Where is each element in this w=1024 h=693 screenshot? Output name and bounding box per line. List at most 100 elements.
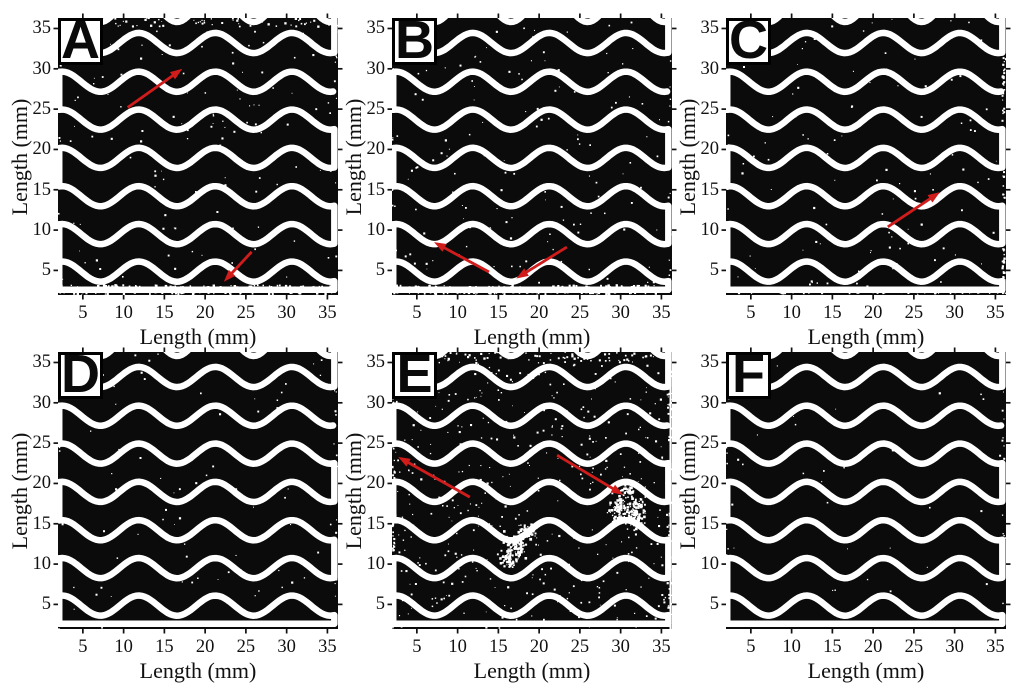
panel-E-y-tick-10: 10 bbox=[366, 554, 386, 575]
panel-A-defect-arrow-1 bbox=[126, 68, 183, 109]
panel-E-x-tick-15: 15 bbox=[489, 637, 508, 657]
panel-E-y-tick-5: 5 bbox=[375, 594, 385, 615]
panel-F-x-tick-20: 20 bbox=[863, 637, 883, 657]
panel-C-tick-marks bbox=[721, 13, 1011, 300]
panel-D-y-tick-15: 15 bbox=[32, 513, 52, 534]
panel-B-y-axis-label: Length (mm) bbox=[341, 98, 366, 215]
panel-F-tick-marks bbox=[721, 347, 1011, 634]
panel-E-x-axis-label: Length (mm) bbox=[473, 658, 591, 683]
panel-E-letter: E bbox=[396, 352, 433, 399]
panel-A-x-tick-35: 35 bbox=[318, 303, 337, 323]
panel-A-y-tick-35: 35 bbox=[32, 18, 52, 39]
panel-F-y-tick-20: 20 bbox=[700, 473, 720, 494]
panel-D-x-tick-15: 15 bbox=[155, 637, 174, 657]
panel-D-plot bbox=[53, 347, 343, 634]
panel-D-y-tick-5: 5 bbox=[41, 594, 51, 615]
panel-A-x-tick-5: 5 bbox=[78, 303, 88, 323]
panel-A-y-tick-30: 30 bbox=[32, 58, 52, 79]
panel-E-defect-arrow-1 bbox=[398, 456, 471, 499]
panel-E-plot bbox=[387, 347, 677, 634]
panel-D-y-axis-label: Length (mm) bbox=[7, 432, 32, 549]
panel-A-serpentine-trace bbox=[58, 18, 338, 294]
panel-D-content bbox=[58, 352, 338, 629]
panel-F-x-tick-5: 5 bbox=[746, 637, 756, 657]
panel-C-x-tick-10: 10 bbox=[782, 303, 801, 323]
panel-E-y-tick-35: 35 bbox=[366, 352, 386, 373]
panel-B-x-tick-20: 20 bbox=[529, 303, 549, 323]
panel-E-tick-marks bbox=[387, 347, 677, 634]
panel-A-y-tick-20: 20 bbox=[32, 139, 52, 160]
panel-C-plot bbox=[721, 13, 1011, 300]
panel-A-tick-marks bbox=[53, 13, 343, 300]
panel-B-x-tick-25: 25 bbox=[570, 303, 590, 323]
panel-B-plot bbox=[387, 13, 677, 300]
panel-B-tick-marks bbox=[387, 13, 677, 300]
panel-E-defect-arrow-2 bbox=[556, 454, 624, 495]
panel-F-y-tick-10: 10 bbox=[700, 554, 720, 575]
panel-B-x-tick-35: 35 bbox=[652, 303, 671, 323]
panel-E-x-tick-35: 35 bbox=[652, 637, 671, 657]
panel-D-y-tick-35: 35 bbox=[32, 352, 52, 373]
panel-F-y-tick-35: 35 bbox=[700, 352, 720, 373]
panel-B-y-tick-5: 5 bbox=[375, 260, 385, 281]
panel-B-defect-arrow-2 bbox=[516, 245, 568, 279]
panel-F-x-axis-label: Length (mm) bbox=[807, 658, 925, 683]
panel-F-noise bbox=[726, 356, 1006, 624]
panel-C-y-axis-label: Length (mm) bbox=[675, 98, 700, 215]
panel-B-y-tick-35: 35 bbox=[366, 18, 386, 39]
panel-A-x-tick-15: 15 bbox=[155, 303, 174, 323]
panel-E-y-tick-15: 15 bbox=[366, 513, 386, 534]
panel-C-x-tick-35: 35 bbox=[986, 303, 1005, 323]
panel-C-x-tick-20: 20 bbox=[863, 303, 883, 323]
panel-B-letter: B bbox=[395, 18, 434, 65]
panel-B-letter-box: B bbox=[392, 18, 437, 65]
panel-E-x-tick-25: 25 bbox=[570, 637, 590, 657]
panel-D-x-tick-5: 5 bbox=[78, 637, 88, 657]
panel-E-y-axis-label: Length (mm) bbox=[341, 432, 366, 549]
panel-B-content bbox=[392, 18, 672, 295]
panel-C-defect-arrow-1 bbox=[887, 192, 940, 229]
panel-F-serpentine-trace bbox=[726, 352, 1006, 628]
panel-E-letter-box: E bbox=[392, 352, 437, 399]
panel-C-serpentine-trace bbox=[726, 18, 1006, 294]
panel-C-letter: C bbox=[729, 18, 768, 65]
panel-A-plot bbox=[53, 13, 343, 300]
panel-D-y-tick-10: 10 bbox=[32, 554, 52, 575]
panel-B-x-axis-label: Length (mm) bbox=[473, 324, 591, 349]
panel-F-content bbox=[726, 352, 1006, 628]
panel-C-y-tick-30: 30 bbox=[700, 58, 720, 79]
panel-B-defect-arrow-1 bbox=[433, 242, 490, 274]
panel-C-y-tick-35: 35 bbox=[700, 18, 720, 39]
panel-D-x-tick-35: 35 bbox=[318, 637, 337, 657]
panel-D-tick-marks bbox=[53, 347, 343, 634]
panel-F-plot bbox=[721, 347, 1011, 634]
panel-C-y-tick-20: 20 bbox=[700, 139, 720, 160]
panel-F-x-tick-35: 35 bbox=[986, 637, 1005, 657]
panel-F-letter-box: F bbox=[726, 352, 771, 399]
panel-A-y-tick-10: 10 bbox=[32, 220, 52, 241]
panel-B-x-tick-5: 5 bbox=[412, 303, 422, 323]
panel-C-x-tick-15: 15 bbox=[823, 303, 842, 323]
panel-E-y-tick-30: 30 bbox=[366, 392, 386, 413]
panel-A-x-tick-30: 30 bbox=[277, 303, 296, 323]
panel-D-serpentine-trace bbox=[58, 352, 338, 628]
panel-E-content bbox=[392, 352, 672, 629]
panel-E-x-tick-5: 5 bbox=[412, 637, 422, 657]
panel-B-y-tick-20: 20 bbox=[366, 139, 386, 160]
panel-B-x-tick-30: 30 bbox=[611, 303, 630, 323]
panel-F-y-tick-15: 15 bbox=[700, 513, 720, 534]
panel-E-x-tick-10: 10 bbox=[448, 637, 467, 657]
panel-F-x-tick-10: 10 bbox=[782, 637, 801, 657]
panel-B-y-tick-15: 15 bbox=[366, 179, 386, 200]
panel-A-content bbox=[58, 18, 338, 295]
panel-A-y-tick-15: 15 bbox=[32, 179, 52, 200]
panel-E-y-tick-20: 20 bbox=[366, 473, 386, 494]
panel-C-x-tick-25: 25 bbox=[904, 303, 924, 323]
panel-C-x-tick-30: 30 bbox=[945, 303, 964, 323]
panel-D-letter: D bbox=[61, 352, 100, 399]
panel-F-x-tick-30: 30 bbox=[945, 637, 964, 657]
panel-D-y-tick-20: 20 bbox=[32, 473, 52, 494]
panel-C-y-tick-25: 25 bbox=[700, 99, 720, 120]
panel-D-x-tick-10: 10 bbox=[114, 637, 133, 657]
